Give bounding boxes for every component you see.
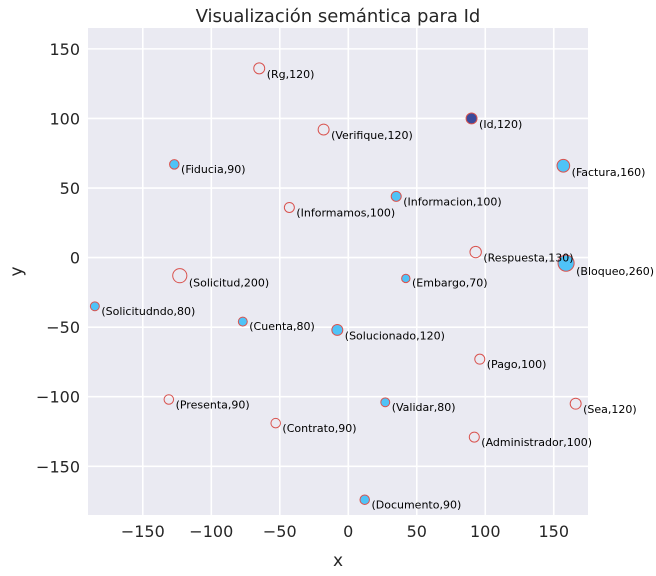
point-label: (Pago,100) — [487, 358, 547, 371]
y-tick-labels: −150 −100 −50 0 50 100 150 — [36, 40, 80, 476]
point-label: (Solicitud,200) — [189, 277, 269, 290]
y-tick-label: −50 — [46, 318, 80, 337]
data-point — [401, 273, 411, 284]
point-label: (Id,120) — [479, 118, 522, 131]
plot-background — [88, 28, 588, 515]
y-axis-label: y — [7, 266, 27, 276]
data-point — [556, 158, 571, 173]
data-point — [283, 201, 295, 213]
point-label: (Documento,90) — [371, 498, 461, 511]
data-point — [172, 268, 188, 284]
x-tick-label: 150 — [538, 522, 569, 541]
x-tick-label: 100 — [470, 522, 501, 541]
x-tick-label: −100 — [189, 522, 233, 541]
point-label: (Respuesta,130) — [483, 252, 573, 265]
point-label: (Solicitudndo,80) — [101, 305, 195, 318]
data-point — [474, 353, 486, 365]
x-tick-labels: −150 −100 −50 0 50 100 150 — [121, 522, 569, 541]
x-tick-label: −50 — [263, 522, 297, 541]
y-tick-label: −150 — [36, 457, 80, 476]
data-point — [380, 397, 391, 408]
point-label: (Informamos,100) — [296, 206, 395, 219]
data-point — [331, 323, 344, 336]
point-label: (Fiducia,90) — [181, 163, 245, 176]
point-label: (Factura,160) — [572, 166, 646, 179]
point-label: (Embargo,70) — [412, 277, 488, 290]
point-label: (Bloqueo,260) — [576, 265, 654, 278]
point-label: (Validar,80) — [392, 401, 456, 414]
point-label: (Verifique,120) — [331, 129, 413, 142]
point-label: (Rg,120) — [267, 68, 315, 81]
data-point — [163, 394, 175, 405]
data-points — [89, 62, 582, 505]
point-label: (Administrador,100) — [481, 436, 592, 449]
y-tick-label: 0 — [70, 249, 80, 268]
data-point — [317, 123, 330, 136]
point-label: (Cuenta,80) — [249, 320, 315, 333]
point-label: (Sea,120) — [583, 403, 637, 416]
x-tick-label: 50 — [407, 522, 427, 541]
point-labels: (Id,120) (Rg,120) (Verifique,120) (Fiducia,… — [101, 68, 654, 512]
data-point — [89, 301, 100, 312]
point-label: (Contrato,90) — [282, 422, 356, 435]
y-tick-label: 100 — [49, 109, 80, 128]
point-label: (Informacion,100) — [403, 195, 501, 208]
data-point — [169, 159, 180, 170]
data-point — [253, 62, 266, 75]
x-axis-label: x — [333, 551, 343, 571]
point-label: (Solucionado,120) — [345, 329, 445, 342]
data-point — [359, 494, 370, 505]
point-label: (Presenta,90) — [176, 398, 250, 411]
data-point — [469, 245, 482, 259]
x-tick-label: 0 — [343, 522, 353, 541]
y-tick-label: 50 — [60, 179, 80, 198]
data-point — [468, 431, 480, 443]
data-point — [270, 417, 281, 429]
y-tick-label: 150 — [49, 40, 80, 59]
data-point — [390, 190, 402, 202]
y-tick-label: −100 — [36, 388, 80, 407]
x-tick-label: −150 — [121, 522, 165, 541]
data-point — [557, 254, 575, 272]
data-point — [237, 316, 248, 327]
chart-title: Visualización semántica para Id — [196, 6, 481, 27]
data-point — [465, 112, 478, 125]
data-point — [569, 397, 582, 410]
